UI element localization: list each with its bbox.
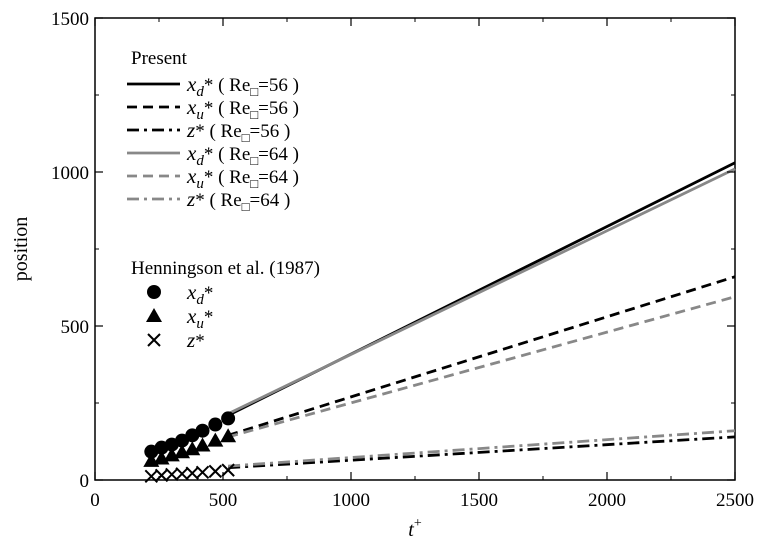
data-point-cross <box>147 333 161 347</box>
legend-label: z* ( Re□=64 ) <box>186 187 290 214</box>
x-tick-label: 1000 <box>332 490 370 511</box>
series-line-5 <box>228 429 736 468</box>
legend-group-title: Present <box>131 48 188 69</box>
data-point-cross <box>221 463 235 477</box>
x-axis-title-sup: + <box>414 516 422 531</box>
y-tick-label: 0 <box>80 471 90 492</box>
axes-layer: 0 500 1000 1500 2000 2500 0 500 1000 1500 <box>51 9 754 511</box>
x-tick-label: 0 <box>90 490 100 511</box>
x-axis-title: t+ <box>408 516 422 541</box>
legend-group-title: Henningson et al. (1987) <box>131 258 320 279</box>
data-point-triangle <box>184 441 201 456</box>
y-tick-label: 1500 <box>51 9 89 30</box>
data-point-triangle <box>194 437 211 452</box>
series-line-3 <box>227 167 736 416</box>
legend-label: xd* <box>186 280 213 308</box>
data-point-cross <box>175 467 189 481</box>
y-axis-title: position <box>10 217 32 281</box>
legend-label: xd* ( Re□=64 ) <box>186 141 299 169</box>
legend-label: z* ( Re□=56 ) <box>186 118 290 145</box>
data-point-cross <box>165 467 179 482</box>
data-point-triangle <box>220 428 237 443</box>
data-point-circle <box>208 417 223 432</box>
data-point-circle <box>221 411 236 426</box>
y-tick-label: 500 <box>61 317 90 338</box>
x-tick-label: 500 <box>209 490 238 511</box>
series-line-4 <box>227 295 736 439</box>
data-point-circle <box>195 423 210 438</box>
data-point-triangle <box>146 308 162 322</box>
legend-label: xd* ( Re□=56 ) <box>186 72 299 100</box>
data-point-cross <box>195 465 210 480</box>
legend-label: xu* ( Re□=64 ) <box>186 164 299 192</box>
legend-label: z* <box>186 328 205 352</box>
series-layer <box>143 161 736 484</box>
y-tick-label: 1000 <box>51 163 89 184</box>
x-tick-label: 1500 <box>460 490 498 511</box>
series-line-2 <box>228 435 736 470</box>
x-tick-label: 2500 <box>716 490 754 511</box>
data-point-triangle <box>207 432 224 447</box>
data-point-cross <box>208 464 223 479</box>
legend-label: xu* <box>186 304 213 332</box>
legend-label: xu* ( Re□=56 ) <box>186 95 299 123</box>
data-point-circle <box>147 285 161 299</box>
x-axis-title-text: t <box>408 519 414 541</box>
series-line-1 <box>227 275 736 437</box>
x-tick-label: 2000 <box>588 490 626 511</box>
